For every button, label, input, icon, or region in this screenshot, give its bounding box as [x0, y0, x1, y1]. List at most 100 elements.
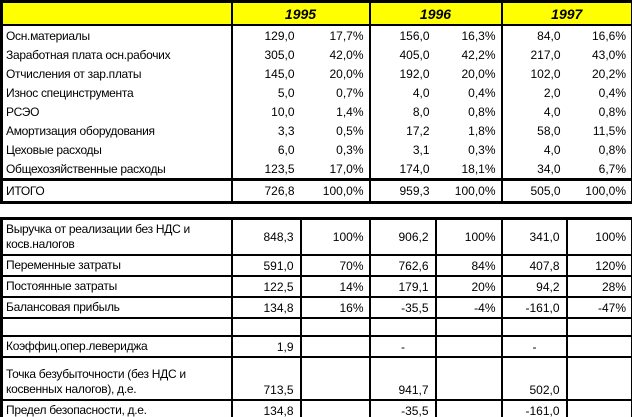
- row-label[interactable]: [0, 317, 233, 337]
- cell-value[interactable]: 192,0: [399, 66, 430, 81]
- header-year-1997[interactable]: 1997: [501, 1, 632, 26]
- cell-value[interactable]: 17,2: [406, 123, 430, 138]
- cell-percent[interactable]: 0,8%: [598, 142, 626, 157]
- cell-value[interactable]: 6,0: [277, 142, 295, 157]
- cell-value[interactable]: 3,3: [277, 123, 295, 138]
- row-label[interactable]: Отчисления от зар.платы: [1, 64, 233, 83]
- cell-percent[interactable]: 100%: [434, 217, 503, 256]
- cell-value[interactable]: 305,0: [264, 47, 295, 62]
- cell-percent[interactable]: 0,3%: [300, 140, 371, 159]
- cell-value[interactable]: [500, 317, 568, 337]
- cell-percent[interactable]: 0,8%: [435, 102, 503, 121]
- row-label[interactable]: Точка безубыточности (без НДС и косвенны…: [0, 356, 233, 401]
- cell-percent[interactable]: 6,7%: [598, 161, 626, 176]
- cell-value[interactable]: 762,6: [368, 254, 437, 277]
- cell-percent[interactable]: 1,8%: [435, 121, 503, 140]
- cell-percent[interactable]: [565, 317, 632, 337]
- cell-value[interactable]: 34,0: [537, 161, 561, 176]
- cell-percent[interactable]: 100%: [299, 217, 371, 256]
- cell-percent[interactable]: 17,0%: [300, 159, 371, 180]
- cell-value[interactable]: 134,8: [230, 399, 302, 417]
- cell-percent[interactable]: [299, 335, 371, 358]
- cell-percent[interactable]: 42,0%: [300, 45, 371, 64]
- cell-percent[interactable]: 0,8%: [598, 104, 626, 119]
- cell-value[interactable]: [230, 317, 302, 337]
- cell-percent[interactable]: 100,0%: [566, 178, 632, 203]
- cell-percent[interactable]: [565, 399, 632, 417]
- cell-percent[interactable]: [434, 335, 503, 358]
- cell-value[interactable]: 179,1: [368, 275, 437, 298]
- cell-percent[interactable]: [299, 399, 371, 417]
- cell-value[interactable]: 405,0: [399, 47, 430, 62]
- cell-percent[interactable]: 0,3%: [435, 140, 503, 159]
- cell-percent[interactable]: 28%: [565, 275, 632, 298]
- cell-percent[interactable]: 17,7%: [300, 25, 371, 45]
- cell-value[interactable]: 502,0: [500, 356, 568, 401]
- row-label[interactable]: Выручка от реализации без НДС и косв.нал…: [0, 217, 233, 256]
- cell-value[interactable]: 4,0: [543, 104, 561, 119]
- cell-percent[interactable]: [434, 356, 503, 401]
- cell-percent[interactable]: 0,7%: [300, 83, 371, 102]
- row-label[interactable]: Амортизация оборудования: [1, 121, 233, 140]
- cell-percent[interactable]: [565, 335, 632, 358]
- cell-percent[interactable]: 1,4%: [300, 102, 371, 121]
- row-label[interactable]: Предел безопасности, д.е.: [0, 399, 233, 417]
- cell-value[interactable]: -161,0: [500, 296, 568, 319]
- header-year-1996[interactable]: 1996: [369, 1, 503, 26]
- cell-value[interactable]: 2,0: [543, 85, 561, 100]
- cell-value[interactable]: -35,5: [368, 296, 437, 319]
- cell-value[interactable]: 3,1: [412, 142, 430, 157]
- cell-value[interactable]: 5,0: [277, 85, 295, 100]
- cell-percent[interactable]: 43,0%: [591, 47, 626, 62]
- cell-value[interactable]: 8,0: [412, 104, 430, 119]
- cell-value[interactable]: -: [500, 335, 568, 358]
- row-label[interactable]: Износ специнструмента: [1, 83, 233, 102]
- cell-value[interactable]: 906,2: [368, 217, 437, 256]
- cell-value[interactable]: 174,0: [399, 161, 430, 176]
- row-label[interactable]: Заработная плата осн.рабочих: [1, 45, 233, 64]
- cell-value[interactable]: -: [368, 335, 437, 358]
- cell-value[interactable]: 10,0: [271, 104, 295, 119]
- cell-value[interactable]: 726,8: [231, 178, 301, 203]
- cell-percent[interactable]: 100%: [565, 217, 632, 256]
- cell-value[interactable]: 4,0: [412, 85, 430, 100]
- row-label[interactable]: ИТОГО: [1, 178, 233, 203]
- row-label[interactable]: Осн.материалы: [1, 25, 233, 45]
- cell-percent[interactable]: 14%: [299, 275, 371, 298]
- cell-value[interactable]: 94,2: [500, 275, 568, 298]
- row-label[interactable]: Переменные затраты: [0, 254, 233, 277]
- row-label[interactable]: Постоянные затраты: [0, 275, 233, 298]
- cell-percent[interactable]: 0,4%: [435, 83, 503, 102]
- cell-percent[interactable]: 42,2%: [435, 45, 503, 64]
- cell-percent[interactable]: [565, 356, 632, 401]
- cell-value[interactable]: 134,8: [230, 296, 302, 319]
- row-label[interactable]: РСЭО: [1, 102, 233, 121]
- cell-value[interactable]: 959,3: [369, 178, 436, 203]
- cell-value[interactable]: 129,0: [264, 28, 295, 43]
- cell-value[interactable]: [368, 317, 437, 337]
- cell-value[interactable]: 341,0: [500, 217, 568, 256]
- cell-value[interactable]: 84,0: [537, 28, 561, 43]
- cell-percent[interactable]: [434, 317, 503, 337]
- cell-value[interactable]: 122,5: [230, 275, 302, 298]
- cell-percent[interactable]: 20,0%: [435, 64, 503, 83]
- row-label[interactable]: Цеховые расходы: [1, 140, 233, 159]
- cell-percent[interactable]: 20,0%: [300, 64, 371, 83]
- cell-value[interactable]: 407,8: [500, 254, 568, 277]
- cell-value[interactable]: 713,5: [230, 356, 302, 401]
- cell-value[interactable]: 505,0: [501, 178, 567, 203]
- cell-percent[interactable]: 100,0%: [435, 178, 503, 203]
- cell-percent[interactable]: 16%: [299, 296, 371, 319]
- cell-value[interactable]: 156,0: [399, 28, 430, 43]
- header-year-1995[interactable]: 1995: [231, 1, 371, 26]
- cell-value[interactable]: 145,0: [264, 66, 295, 81]
- cell-percent[interactable]: 0,5%: [300, 121, 371, 140]
- cell-value[interactable]: 591,0: [230, 254, 302, 277]
- cell-percent[interactable]: 16,3%: [435, 25, 503, 45]
- cell-percent[interactable]: 20,2%: [591, 66, 626, 81]
- cell-percent[interactable]: 11,5%: [592, 123, 626, 138]
- row-label[interactable]: Коэффиц.опер.левериджа: [0, 335, 233, 358]
- cell-percent[interactable]: -47%: [565, 296, 632, 319]
- cell-value[interactable]: -161,0: [500, 399, 568, 417]
- cell-value[interactable]: 1,9: [230, 335, 302, 358]
